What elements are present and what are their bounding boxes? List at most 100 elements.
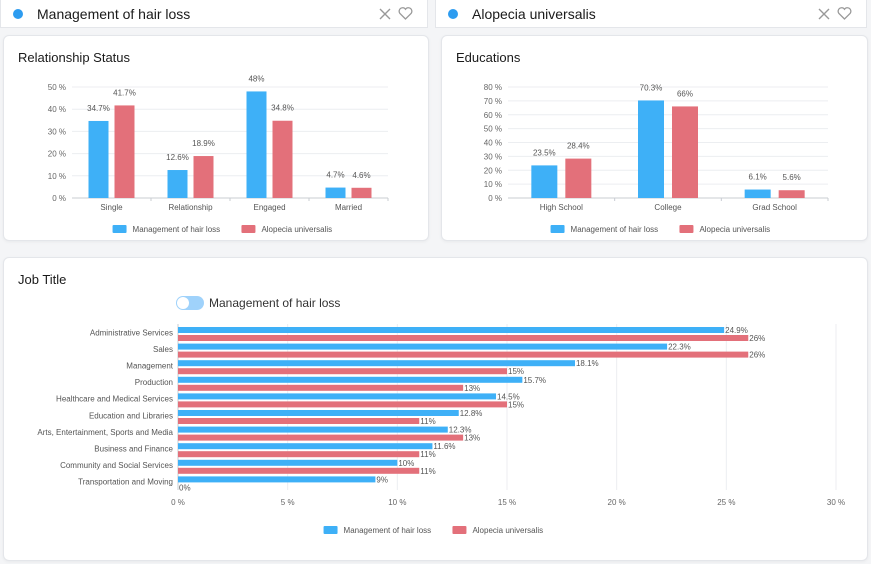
relationship-status-card: Relationship Status 0 % 10 % 20 % 30 % 40 % 5…: [3, 35, 429, 241]
y-tick-label: 40 %: [48, 105, 66, 114]
bar: [88, 120, 109, 198]
data-label: 15%: [508, 400, 524, 409]
tab-alopecia-universalis[interactable]: Alopecia universalis: [435, 0, 867, 28]
toggle-switch[interactable]: [176, 296, 204, 310]
legend-swatch: [241, 225, 256, 233]
tab-title: Alopecia universalis: [472, 5, 596, 22]
x-tick-label: 30 %: [827, 498, 845, 507]
y-tick-label: 50 %: [48, 83, 66, 92]
x-tick-label: Married: [335, 203, 362, 212]
data-label: 18.1%: [576, 359, 599, 368]
data-label: 11%: [420, 467, 435, 476]
data-label: 13%: [464, 384, 480, 393]
x-tick-label: Relationship: [168, 203, 213, 212]
y-tick-label: 10 %: [48, 172, 66, 181]
data-label: 0%: [179, 483, 191, 492]
data-label: 18.9%: [192, 139, 215, 148]
y-tick-label: 30 %: [484, 152, 502, 161]
y-tick-label: Sales: [153, 345, 173, 354]
y-tick-label: Arts, Entertainment, Sports and Media: [37, 428, 173, 437]
bar: [565, 158, 592, 198]
tab-management-of-hair-loss[interactable]: Management of hair loss: [0, 0, 428, 28]
x-tick-label: Single: [100, 203, 123, 212]
data-label: 4.7%: [326, 171, 344, 180]
bar: [178, 393, 497, 400]
legend-label: Alopecia universalis: [261, 225, 332, 234]
bar: [178, 443, 433, 450]
legend-swatch: [679, 225, 694, 233]
bar: [178, 418, 420, 424]
y-tick-label: 30 %: [48, 127, 66, 136]
data-label: 24.9%: [725, 326, 748, 335]
legend-label: Alopecia universalis: [699, 225, 770, 234]
data-label: 26%: [749, 351, 765, 360]
y-tick-label: Healthcare and Medical Services: [56, 395, 173, 404]
data-label: 10%: [398, 459, 414, 468]
x-tick-label: Engaged: [253, 203, 285, 212]
y-tick-label: Business and Finance: [94, 445, 173, 454]
y-tick-label: 50 %: [484, 125, 502, 134]
bar: [167, 170, 188, 198]
y-tick-label: Production: [135, 378, 173, 387]
data-label: 48%: [248, 74, 264, 83]
y-tick-label: Management: [126, 362, 173, 371]
bar: [178, 360, 575, 367]
y-tick-label: 70 %: [484, 97, 502, 106]
series-toggle[interactable]: Management of hair loss: [176, 296, 340, 310]
data-label: 41.7%: [113, 88, 136, 97]
x-tick-label: Grad School: [752, 203, 797, 212]
job-title-chart: 0 % 5 % 10 % 15 % 20 % 25 % 30 % Administrative…: [37, 324, 845, 535]
bar: [778, 190, 805, 198]
y-tick-label: 0 %: [488, 194, 502, 203]
data-label: 12.3%: [449, 426, 472, 435]
data-label: 66%: [677, 89, 693, 98]
x-tick-label: 15 %: [498, 498, 516, 507]
bar: [178, 467, 420, 474]
data-label: 28.4%: [567, 142, 590, 151]
card-title: Relationship Status: [18, 50, 131, 65]
data-label: 34.7%: [87, 104, 110, 113]
bar: [193, 156, 214, 198]
y-tick-label: 20 %: [484, 166, 502, 175]
heart-icon[interactable]: [397, 6, 413, 22]
bar: [672, 106, 698, 198]
bar: [325, 187, 346, 198]
card-title: Educations: [456, 50, 521, 65]
bar: [178, 476, 376, 483]
bar: [178, 384, 464, 391]
x-tick-label: 5 %: [281, 498, 295, 507]
data-label: 34.8%: [271, 104, 294, 113]
bar: [178, 327, 725, 333]
y-tick-label: 10 %: [484, 180, 502, 189]
bar: [178, 351, 749, 358]
heart-icon[interactable]: [836, 6, 852, 22]
bar: [531, 165, 558, 198]
data-label: 15%: [508, 367, 524, 376]
legend-swatch: [550, 225, 565, 233]
legend-label: Management of hair loss: [571, 225, 659, 234]
y-tick-label: 40 %: [484, 139, 502, 148]
bar: [272, 120, 293, 198]
close-icon[interactable]: [816, 6, 832, 22]
bar: [178, 343, 668, 350]
x-tick-label: 10 %: [388, 498, 406, 507]
x-tick-label: 20 %: [608, 498, 626, 507]
toggle-label: Management of hair loss: [209, 296, 341, 310]
bar: [178, 410, 459, 416]
data-label: 11.6%: [433, 442, 455, 451]
x-tick-label: High School: [540, 203, 583, 212]
close-icon[interactable]: [377, 6, 393, 22]
data-label: 12.8%: [460, 409, 483, 418]
bar: [114, 105, 135, 198]
y-tick-label: Transportation and Moving: [78, 478, 173, 487]
legend-swatch: [323, 526, 338, 534]
y-tick-label: Administrative Services: [90, 328, 173, 337]
job-title-card: Job Title Management of hair loss 0 % 5 %…: [3, 257, 868, 561]
bar: [178, 401, 507, 408]
data-label: 22.3%: [668, 343, 691, 352]
educations-chart: 0 % 10 % 20 % 30 % 40 % 50 % 60 % 70 % 80 % High …: [484, 83, 829, 234]
data-label: 23.5%: [533, 148, 556, 157]
y-tick-label: 80 %: [484, 83, 502, 92]
data-label: 6.1%: [749, 173, 767, 182]
y-tick-label: 20 %: [48, 150, 66, 159]
